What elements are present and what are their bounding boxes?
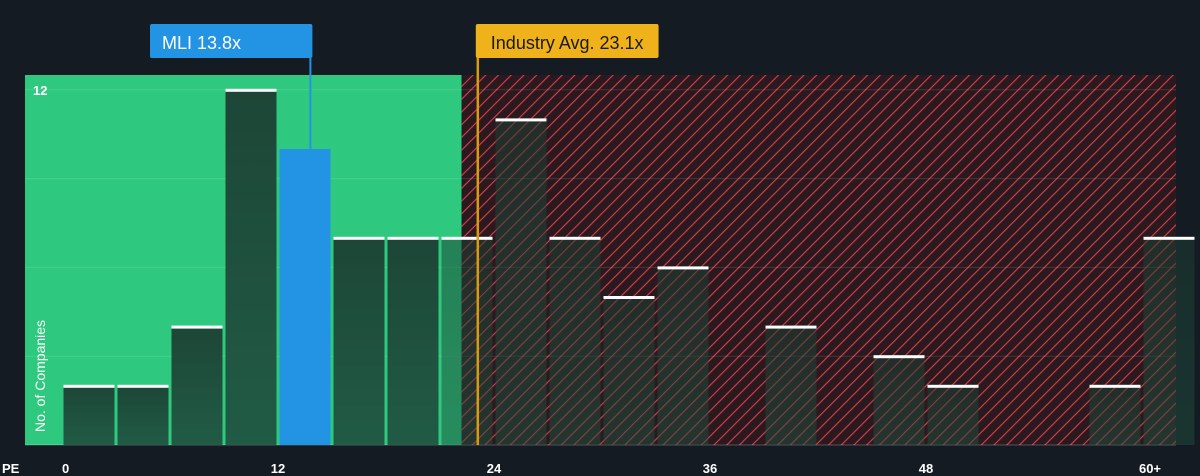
histogram-bar [603,297,655,445]
company-callout: MLI 13.8x [150,24,313,58]
bar-top-cap [495,118,547,122]
bar-top-cap [171,325,223,329]
histogram-bar [549,237,601,445]
histogram-bar [117,385,169,445]
bar-top-cap [549,236,601,240]
bar-top-cap [765,325,817,329]
histogram-bar [387,237,439,445]
histogram-bar [765,326,817,445]
x-tick-label: 36 [703,461,717,476]
histogram-bar [495,119,547,446]
histogram-bar [333,237,385,445]
industry-callout-box [475,24,659,58]
histogram-bar [63,385,115,445]
histogram-bar [225,89,277,446]
histogram-bar [441,237,493,445]
y-tick-label: 12 [33,83,47,98]
bar-top-cap [927,384,979,388]
bar-top-cap [603,296,655,299]
industry-callout-label: Industry Avg. 23.1x [491,33,644,53]
y-axis-label: No. of Companies [32,320,48,432]
company-callout-label: MLI 13.8x [162,33,241,53]
x-tick-label: 60+ [1139,461,1161,476]
bars [63,88,1195,446]
x-tick-label: 48 [919,461,933,476]
industry-callout: Industry Avg. 23.1x [475,24,659,58]
bar-top-cap [441,236,493,240]
company-callout-box [150,24,313,58]
histogram-bar [873,356,925,445]
bar-top-cap [657,266,709,270]
x-tick-label: 12 [271,461,285,476]
x-tick-labels: 0 12 24 36 48 60+ [62,461,1161,476]
bar-top-cap [873,355,925,359]
x-tick-label: 0 [62,461,69,476]
company-bar [279,149,331,445]
histogram-bar [927,385,979,445]
bar-top-cap [333,236,385,240]
histogram-bar [171,326,223,445]
bar-top-cap [387,236,439,240]
bar-top-cap [117,384,169,388]
x-tick-label: 24 [487,461,502,476]
bar-top-cap [1089,384,1141,388]
bar-top-cap [225,88,277,92]
x-axis-label: PE [2,461,20,476]
histogram-bar [1089,385,1141,445]
histogram-bar [1143,237,1195,445]
bar-top-cap [1143,236,1195,240]
bar-top-cap [63,384,115,388]
histogram-bar [657,267,709,445]
